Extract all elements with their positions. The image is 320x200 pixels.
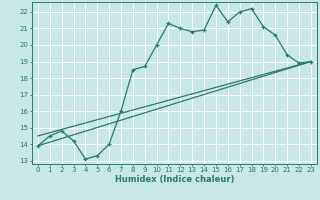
X-axis label: Humidex (Indice chaleur): Humidex (Indice chaleur)	[115, 175, 234, 184]
